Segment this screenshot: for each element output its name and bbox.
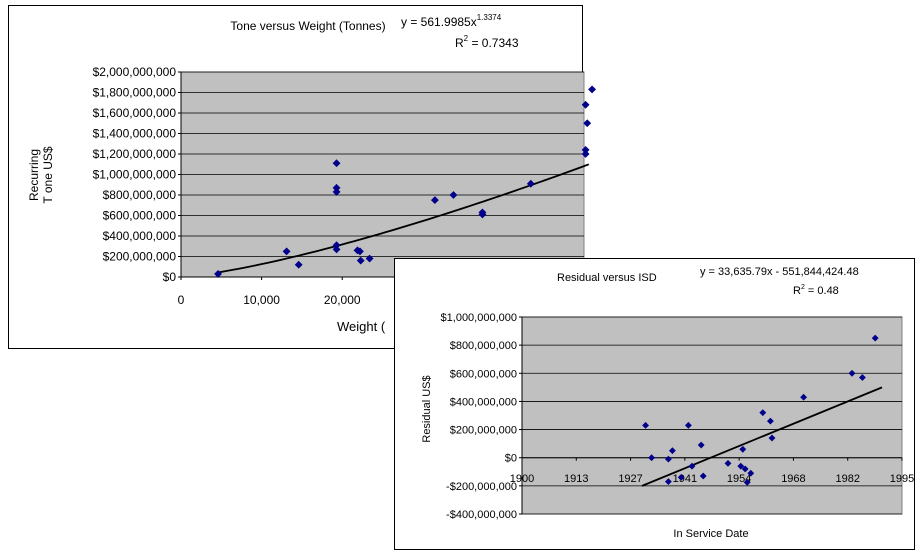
x-tick-label: 1913 xyxy=(564,473,588,485)
y-tick-label: -$200,000,000 xyxy=(446,481,517,493)
y-tick-label: $1,000,000,000 xyxy=(93,168,177,182)
y-tick-label: -$400,000,000 xyxy=(446,509,517,521)
data-point xyxy=(871,334,879,342)
x-tick-label: 1900 xyxy=(510,473,534,485)
y-tick-label: $600,000,000 xyxy=(103,209,177,223)
plot-area xyxy=(521,316,903,515)
data-point xyxy=(759,409,767,417)
data-point xyxy=(588,85,596,94)
y-tick-label: $800,000,000 xyxy=(450,340,517,352)
weight-chart-panel: $0 $200,000,000 $400,000,000 $600,000,000 $8… xyxy=(8,5,596,349)
residual-scatter-chart: -$400,000,000 -$200,000,000 $0 $200,000,000… xyxy=(421,266,914,540)
y-tick-label: $1,600,000,000 xyxy=(93,106,177,120)
x-axis-title: Weight ( xyxy=(337,319,386,334)
data-point xyxy=(478,208,487,217)
x-tick-label: 20,000 xyxy=(324,293,361,307)
data-point xyxy=(848,369,856,377)
y-axis-title: RecurringT one US$ xyxy=(27,146,55,203)
y-tick-label: $1,800,000,000 xyxy=(93,86,177,100)
y-tick-label: $800,000,000 xyxy=(103,188,177,202)
x-tick-label: 0 xyxy=(178,293,185,307)
data-point xyxy=(581,100,590,109)
y-tick-label: $0 xyxy=(163,270,177,284)
equation-exponent: 1.3374 xyxy=(477,13,502,22)
x-tick-label: 1995 xyxy=(890,473,914,485)
data-point xyxy=(332,188,341,196)
data-point xyxy=(214,270,223,278)
weight-scatter-chart: $0 $200,000,000 $400,000,000 $600,000,000 $8… xyxy=(27,13,596,334)
data-point xyxy=(741,465,749,473)
r-squared-value: = 0.7343 xyxy=(468,36,519,50)
data-point xyxy=(858,374,866,381)
chart-title: Tone versus Weight (Tonnes) xyxy=(230,19,385,33)
y-tick-label: $400,000,000 xyxy=(450,396,517,408)
data-point xyxy=(648,454,656,462)
y-tick-label: $0 xyxy=(505,453,517,465)
data-point xyxy=(699,472,707,480)
data-point xyxy=(583,119,592,128)
data-point xyxy=(688,462,696,470)
data-point xyxy=(365,254,374,263)
trendline xyxy=(641,386,883,487)
data-point xyxy=(332,241,341,250)
data-point xyxy=(766,417,774,425)
data-point xyxy=(747,469,755,477)
data-point xyxy=(642,421,650,429)
r-squared-superscript: 2 xyxy=(464,34,469,43)
data-point xyxy=(332,183,341,192)
chart-title: Residual versus ISD xyxy=(557,272,657,284)
data-point xyxy=(526,179,535,188)
data-point xyxy=(332,245,341,254)
y-tick-label: $1,400,000,000 xyxy=(93,127,177,141)
x-axis-title: In Service Date xyxy=(673,528,748,540)
y-tick-label: $600,000,000 xyxy=(450,368,517,380)
y-tick-label: $1,000,000,000 xyxy=(441,312,517,324)
trendline-equation: y = 33,635.79x - 551,844,424.48 xyxy=(700,266,859,278)
data-point xyxy=(800,393,808,401)
data-point xyxy=(294,260,303,269)
data-point xyxy=(684,421,692,429)
data-point xyxy=(737,462,745,470)
data-point xyxy=(677,473,685,481)
x-tick-label: 1982 xyxy=(835,473,859,485)
data-point xyxy=(430,196,439,205)
data-point xyxy=(664,455,672,463)
y-axis-title-line: T one US$ xyxy=(41,146,55,203)
data-point xyxy=(449,191,458,199)
x-tick-label: 1927 xyxy=(618,473,642,485)
data-point xyxy=(768,434,776,442)
y-axis-title: Residual US$ xyxy=(421,375,433,442)
residual-chart-panel: -$400,000,000 -$200,000,000 $0 $200,000,000… xyxy=(394,258,915,550)
data-point xyxy=(356,247,364,256)
y-tick-label: $2,000,000,000 xyxy=(93,65,177,79)
y-tick-label: $200,000,000 xyxy=(450,425,517,437)
data-point xyxy=(581,145,590,154)
trendline-equation: y = 561.9985x1.3374 xyxy=(401,13,502,29)
data-point xyxy=(739,445,747,453)
data-point xyxy=(581,150,590,158)
r-squared-label: R2 = 0.48 xyxy=(793,284,839,297)
r-squared-superscript: 2 xyxy=(801,284,805,291)
data-point xyxy=(664,478,672,486)
r-squared-label: R2 = 0.7343 xyxy=(455,34,519,50)
y-axis-title-line: Recurring xyxy=(27,149,41,201)
data-point xyxy=(724,459,732,467)
y-tick-label: $400,000,000 xyxy=(103,229,177,243)
data-point xyxy=(356,256,365,265)
data-point xyxy=(668,447,676,455)
trendline xyxy=(217,163,590,274)
data-point xyxy=(743,478,751,486)
r-squared-value: = 0.48 xyxy=(805,285,839,297)
data-point xyxy=(282,247,291,256)
y-tick-label: $1,200,000,000 xyxy=(93,147,177,161)
data-point xyxy=(697,441,705,449)
y-tick-label: $200,000,000 xyxy=(103,250,177,264)
x-tick-label: 1941 xyxy=(673,473,697,485)
data-point xyxy=(332,159,341,168)
x-tick-label: 10,000 xyxy=(243,293,280,307)
x-tick-label: 1968 xyxy=(781,473,805,485)
